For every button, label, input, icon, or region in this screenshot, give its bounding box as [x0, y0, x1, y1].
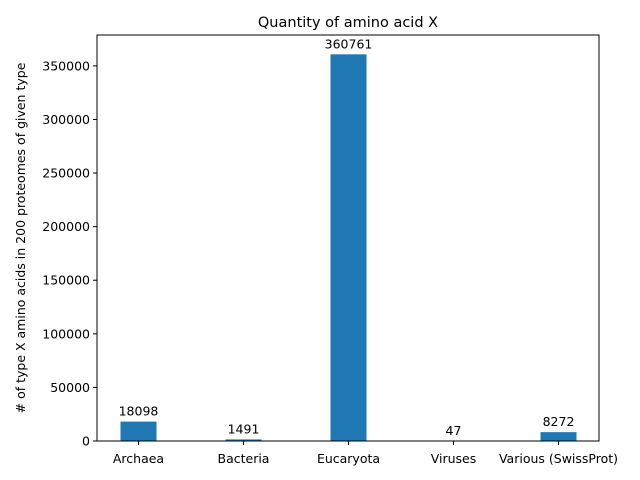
plot-area: 18098 1491 360761 47 8272 [119, 36, 577, 441]
x-axis: Archaea Bacteria Eucaryota Viruses Various (… [113, 441, 618, 466]
bar-archaea [120, 421, 157, 441]
x-tick-label: Eucaryota [317, 451, 380, 466]
y-tick-label: 0 [82, 434, 90, 449]
x-tick-label: Various (SwissProt) [499, 451, 618, 466]
bar-bacteria [225, 439, 262, 441]
bar-various-swissprot [540, 432, 577, 441]
y-tick-label: 250000 [42, 166, 90, 181]
y-axis: 0 50000 100000 150000 200000 250000 300000 3500… [42, 58, 97, 449]
data-label: 8272 [543, 414, 575, 429]
data-label: 47 [446, 423, 462, 438]
y-axis-label: # of type X amino acids in 200 proteomes… [13, 62, 28, 413]
y-tick-label: 100000 [42, 326, 90, 341]
y-tick-label: 150000 [42, 273, 90, 288]
data-label: 1491 [228, 421, 260, 436]
x-tick-label: Bacteria [218, 451, 270, 466]
y-tick-label: 200000 [42, 219, 90, 234]
y-tick-label: 300000 [42, 112, 90, 127]
data-label: 360761 [325, 36, 373, 51]
bar-eucaryota [330, 54, 367, 441]
y-tick-label: 350000 [42, 58, 90, 73]
x-tick-label: Viruses [431, 451, 477, 466]
x-tick-label: Archaea [113, 451, 164, 466]
chart-title: Quantity of amino acid X [258, 15, 438, 31]
y-tick-label: 50000 [50, 380, 90, 395]
data-label: 18098 [119, 404, 159, 419]
